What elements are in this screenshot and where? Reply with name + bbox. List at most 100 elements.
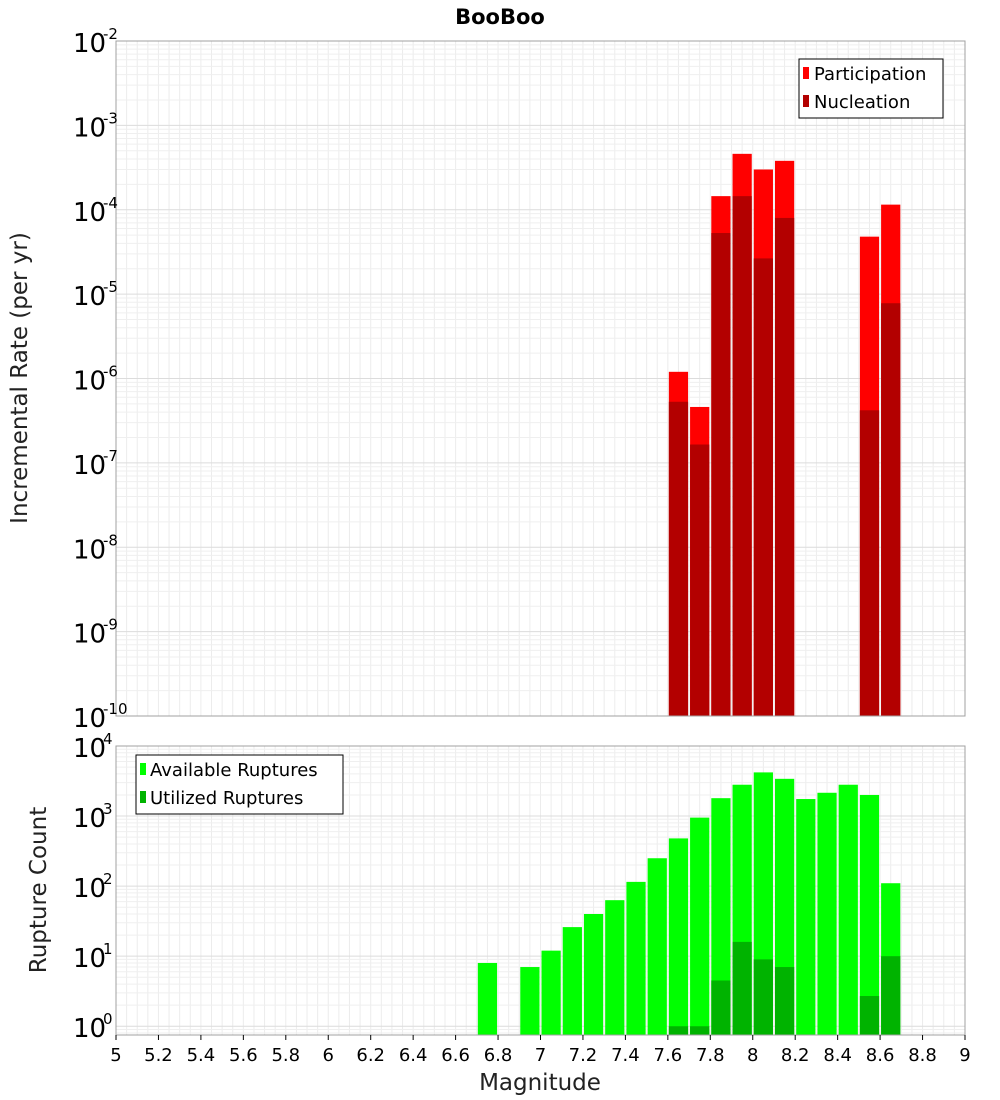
rate-bars [668,153,901,717]
count-y-tick-exponent: 4 [103,730,113,748]
count-y-tick-exponent: 2 [103,870,113,888]
count-y-tick-label: 10 [73,874,106,904]
count-bar-a [477,962,498,1035]
x-tick-label: 5.8 [271,1045,300,1066]
x-tick-label: 7.8 [696,1045,725,1066]
x-tick-label: 6.2 [356,1045,385,1066]
count-bar-a [796,799,816,1035]
x-tick-label: 8 [747,1045,758,1066]
rate-y-tick-exponent: -8 [103,531,118,549]
rate-legend-box [798,58,944,119]
rate-y-tick-exponent: -6 [103,363,118,381]
count-y-tick-label: 10 [73,1014,106,1044]
count-bar-a [562,927,582,1035]
rate-y-tick-exponent: -2 [103,25,118,43]
legend-label-nucleation: Nucleation [814,92,910,113]
rate-y-tick-label: 10 [73,198,106,228]
count-bar-b [668,1026,689,1035]
x-tick-label: 6.4 [399,1045,428,1066]
rate-bar-b [859,410,880,716]
count-bar-b [774,967,795,1035]
rate-y-ticks: 10-210-310-410-510-610-710-810-910-10 [73,25,128,734]
count-bar-a [859,794,880,1035]
count-y-tick-exponent: 3 [103,800,113,818]
rate-y-tick-label: 10 [73,29,106,59]
count-bar-a [668,838,689,1035]
rate-bar-b [690,444,710,716]
x-tick-label: 8.6 [866,1045,895,1066]
x-tick-label: 9 [959,1045,970,1066]
rate-legend: Participation Nucleation [798,58,944,119]
count-legend-box [135,754,344,815]
rate-y-tick-label: 10 [73,620,106,650]
legend-label-utilized: Utilized Ruptures [150,788,303,809]
rate-bar-b [753,258,773,716]
count-legend: Available Ruptures Utilized Ruptures [135,754,344,815]
rate-y-tick-label: 10 [73,535,106,565]
legend-swatch-available [140,763,146,775]
legend-label-available: Available Ruptures [150,760,318,781]
count-bars [477,772,901,1035]
rate-y-axis-label: Incremental Rate (per yr) [7,232,33,524]
count-bar-a [541,950,561,1035]
count-bar-a [520,967,540,1035]
rate-bar-b [881,303,901,716]
count-y-tick-exponent: 1 [103,940,113,958]
count-bar-a [626,881,646,1035]
x-tick-label: 8.8 [908,1045,937,1066]
rate-bar-b [711,233,731,716]
legend-swatch-utilized [140,791,146,803]
x-tick-label: 7.4 [611,1045,640,1066]
rate-grid [116,41,965,716]
rate-y-tick-label: 10 [73,704,106,734]
rate-y-tick-exponent: -9 [103,616,118,634]
x-tick-label: 7.2 [569,1045,598,1066]
count-bar-b [859,996,880,1035]
rate-plot-frame [115,40,966,717]
count-y-tick-exponent: 0 [103,1010,113,1028]
count-y-tick-label: 10 [73,734,106,764]
x-tick-label: 6.6 [441,1045,470,1066]
x-tick-label: 6.8 [484,1045,513,1066]
legend-label-participation: Participation [814,64,926,85]
x-tick-label: 5.2 [144,1045,173,1066]
chart-title: BooBoo [455,5,545,29]
x-tick-label: 5.6 [229,1045,258,1066]
x-tick-label: 6 [323,1045,334,1066]
count-y-tick-label: 10 [73,944,106,974]
count-bar-a [690,817,710,1035]
count-y-tick-label: 10 [73,804,106,834]
count-bar-a [817,792,837,1035]
rate-y-tick-label: 10 [73,113,106,143]
count-y-axis-label: Rupture Count [26,807,52,973]
x-tick-label: 5.4 [187,1045,216,1066]
count-bar-a [605,900,625,1035]
rate-y-tick-label: 10 [73,367,106,397]
legend-swatch-participation [803,67,809,79]
rate-bar-b [774,217,795,716]
count-bar-b [690,1026,710,1035]
count-bar-b [881,956,901,1035]
rate-y-tick-exponent: -7 [103,447,118,465]
rate-y-tick-exponent: -3 [103,109,118,127]
count-bar-a [838,784,858,1035]
rate-y-tick-exponent: -10 [103,700,128,718]
count-bar-b [753,959,773,1035]
x-tick-label: 8.2 [781,1045,810,1066]
x-axis-label: Magnitude [479,1070,601,1096]
count-bar-a [583,914,604,1035]
rate-y-tick-exponent: -5 [103,278,118,296]
rate-bar-b [668,401,689,716]
x-tick-label: 8.4 [823,1045,852,1066]
rate-bar-b [732,196,752,716]
rate-y-tick-label: 10 [73,282,106,312]
count-bar-b [711,980,731,1035]
count-bar-a [647,858,667,1035]
rate-y-tick-label: 10 [73,451,106,481]
count-bar-b [732,941,752,1035]
x-ticks: 5 5.2 5.4 5.6 5.8 6 6.2 6.4 6.6 6.8 7 7.2 7.4 7.6 7.8 8… [110,1035,971,1066]
rate-panel: 10-210-310-410-510-610-710-810-910-10 In… [7,25,966,734]
